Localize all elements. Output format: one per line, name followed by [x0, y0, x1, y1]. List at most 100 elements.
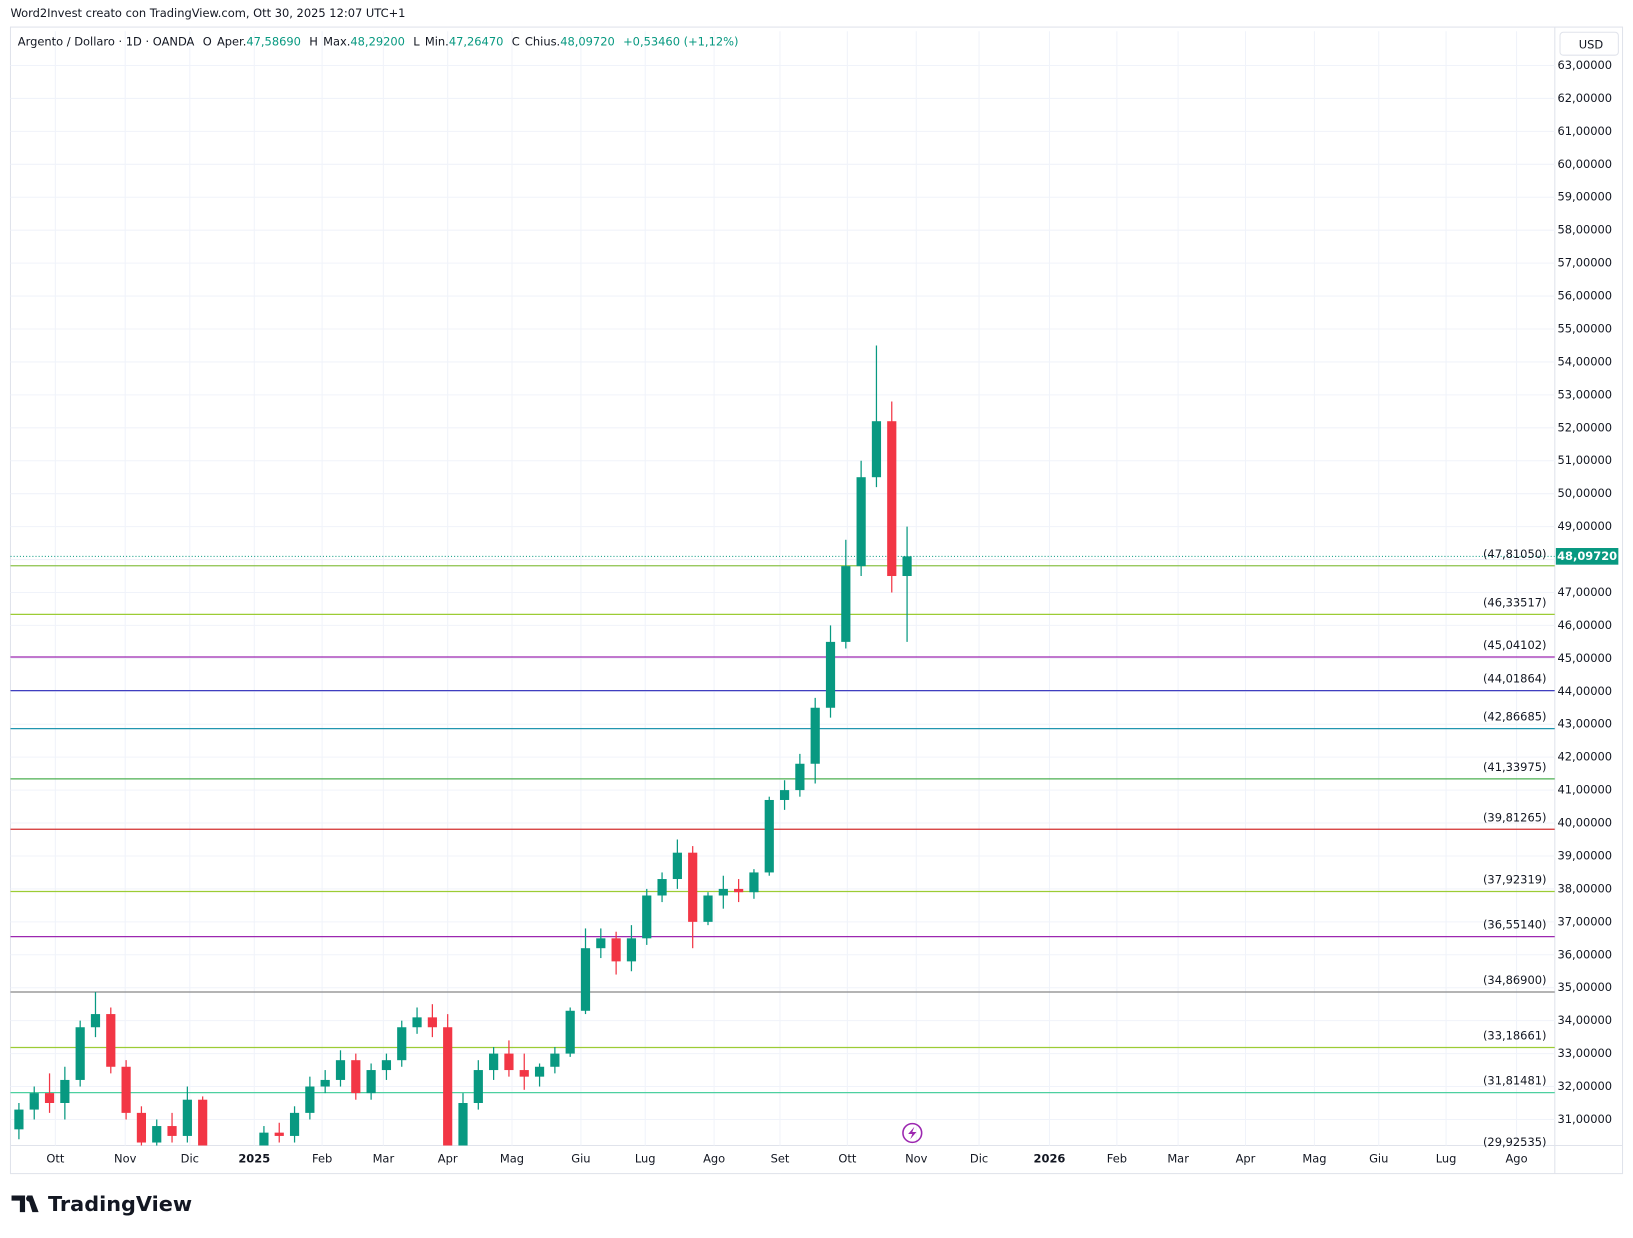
candle-body [703, 895, 713, 922]
y-tick-label: 46,00000 [1558, 618, 1613, 632]
candle-body [366, 1070, 376, 1094]
last-price-box [1555, 548, 1619, 565]
legend-value: 47,58690 [246, 34, 301, 48]
level-label: (29,92535) [1483, 1135, 1547, 1149]
candle-body [289, 1112, 300, 1136]
y-tick-label: 49,00000 [1558, 519, 1613, 533]
x-tick-label: Nov [114, 1152, 137, 1166]
level-label: (34,86900) [1483, 973, 1547, 987]
candle-body [504, 1053, 514, 1071]
x-tick-label: Dic [181, 1152, 199, 1166]
candle-body [642, 895, 652, 939]
candle-body [688, 852, 698, 922]
y-tick-label: 52,00000 [1558, 420, 1613, 434]
level-label: (31,81481) [1483, 1074, 1547, 1088]
legend: Argento / Dollaro · 1D · OANDA O Aper.47,5… [18, 34, 739, 48]
x-tick-label: Apr [438, 1152, 458, 1166]
x-tick-label: 2026 [1034, 1152, 1066, 1166]
frame [9, 26, 1624, 1175]
candle-body [810, 707, 820, 764]
legend-key: H [309, 34, 318, 48]
legend-label: Chius. [525, 34, 560, 48]
candle-body [259, 1132, 269, 1146]
candle-body [412, 1017, 422, 1028]
legend-label: Min. [425, 34, 449, 48]
candle-body [473, 1070, 483, 1103]
candle-body [381, 1060, 392, 1071]
y-tick-label: 36,00000 [1558, 947, 1613, 961]
level-label: (39,81265) [1483, 810, 1547, 824]
candle-body [749, 872, 759, 893]
candle-body [626, 938, 637, 962]
candle-body [871, 421, 882, 478]
level-label: (41,33975) [1483, 760, 1547, 774]
y-tick-label: 57,00000 [1558, 256, 1613, 270]
x-tick-label: Giu [571, 1152, 590, 1166]
candle-body [489, 1053, 499, 1071]
level-label: (37,92319) [1483, 872, 1547, 886]
y-tick-label: 58,00000 [1558, 223, 1613, 237]
x-tick-label: 2025 [238, 1152, 270, 1166]
x-tick-label: Apr [1236, 1152, 1256, 1166]
y-tick-label: 61,00000 [1558, 124, 1613, 138]
currency-box [1559, 31, 1619, 56]
x-tick-label: Ott [46, 1152, 64, 1166]
candle-body [856, 477, 866, 567]
level-label: (45,04102) [1483, 638, 1547, 652]
y-tick-label: 44,00000 [1558, 684, 1613, 698]
candle-body [351, 1060, 361, 1094]
candle-body [443, 1027, 453, 1146]
y-tick-label: 41,00000 [1558, 783, 1613, 797]
candle-body [550, 1053, 560, 1067]
y-tick-label: 43,00000 [1558, 717, 1613, 731]
y-tick-label: 33,00000 [1558, 1046, 1613, 1060]
candle-body [167, 1126, 177, 1136]
x-tick-label: Ott [838, 1152, 856, 1166]
y-tick-label: 34,00000 [1558, 1013, 1613, 1027]
y-tick-label: 60,00000 [1558, 157, 1613, 171]
x-tick-label: Mag [1302, 1152, 1326, 1166]
candle-body [152, 1126, 162, 1143]
candle-body [734, 888, 744, 893]
y-tick-label: 45,00000 [1558, 651, 1613, 665]
candle-body [29, 1093, 39, 1110]
candle-body [611, 938, 621, 962]
x-tick-label: Feb [1107, 1152, 1127, 1166]
candle-body [90, 1014, 101, 1028]
candle-body [795, 763, 805, 791]
candle-body [764, 799, 774, 873]
candle-body [320, 1079, 330, 1087]
candle-body [779, 790, 790, 800]
y-tick-label: 31,00000 [1558, 1112, 1613, 1126]
candle-body [902, 556, 912, 577]
candle-body [596, 938, 606, 949]
y-tick-label: 59,00000 [1558, 190, 1613, 204]
y-tick-label: 53,00000 [1558, 387, 1613, 401]
y-tick-label: 37,00000 [1558, 914, 1613, 928]
y-tick-label: 51,00000 [1558, 453, 1613, 467]
legend-value: 47,26470 [449, 34, 504, 48]
x-tick-label: Ago [703, 1152, 725, 1166]
y-tick-label: 50,00000 [1558, 486, 1613, 500]
candle-body [182, 1099, 192, 1136]
x-tick-label: Giu [1369, 1152, 1388, 1166]
legend-label: Aper. [217, 34, 246, 48]
legend-value: 48,09720 [560, 34, 615, 48]
event-icon[interactable] [902, 1122, 923, 1144]
level-label: (42,86685) [1483, 710, 1547, 724]
candle-body [841, 566, 851, 642]
legend-label: Max. [323, 34, 350, 48]
candle-body [335, 1060, 346, 1080]
candle-body [274, 1132, 284, 1136]
x-tick-label: Lug [1436, 1152, 1457, 1166]
x-tick-label: Ago [1505, 1152, 1527, 1166]
y-tick-label: 40,00000 [1558, 816, 1613, 830]
candle-body [887, 421, 897, 577]
x-tick-label: Feb [312, 1152, 332, 1166]
y-tick-label: 35,00000 [1558, 980, 1613, 994]
level-label: (46,33517) [1483, 595, 1547, 609]
x-tick-label: Mar [373, 1152, 395, 1166]
caption: Word2Invest creato con TradingView.com, … [10, 6, 405, 20]
